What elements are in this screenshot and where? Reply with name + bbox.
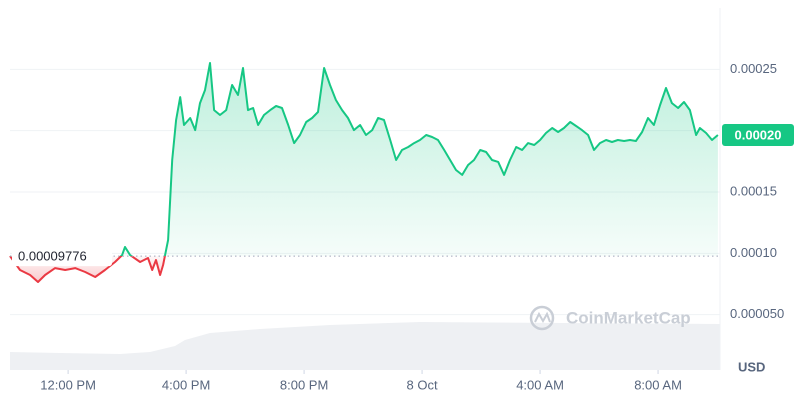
watermark-text: CoinMarketCap: [566, 308, 691, 327]
y-tick-label: 0.000050: [730, 306, 784, 321]
watermark-logo: [529, 305, 555, 331]
price-line: [9, 62, 719, 283]
watermark-logo: [534, 311, 551, 324]
x-tick-label: 8:00 AM: [634, 377, 682, 392]
x-tick-label: 4:00 PM: [162, 377, 210, 392]
price-area: [10, 63, 718, 282]
y-tick-label: 0.00015: [730, 183, 777, 198]
y-tick-label: 0.00010: [730, 245, 777, 260]
x-tick-label: 12:00 PM: [40, 377, 96, 392]
x-tick-label: 8:00 PM: [280, 377, 328, 392]
baseline-label-bg: [12, 246, 112, 267]
currency-label: USD: [738, 359, 765, 374]
watermark: CoinMarketCap: [529, 305, 691, 331]
x-tick-label: 8 Oct: [407, 377, 438, 392]
y-tick-label: 0.00025: [730, 61, 777, 76]
baseline-label: 0.00009776: [18, 249, 87, 264]
current-price-label: 0.00020: [735, 127, 782, 142]
x-tick-label: 4:00 AM: [516, 377, 564, 392]
current-price-box: [722, 123, 794, 146]
volume-area: [10, 322, 720, 370]
